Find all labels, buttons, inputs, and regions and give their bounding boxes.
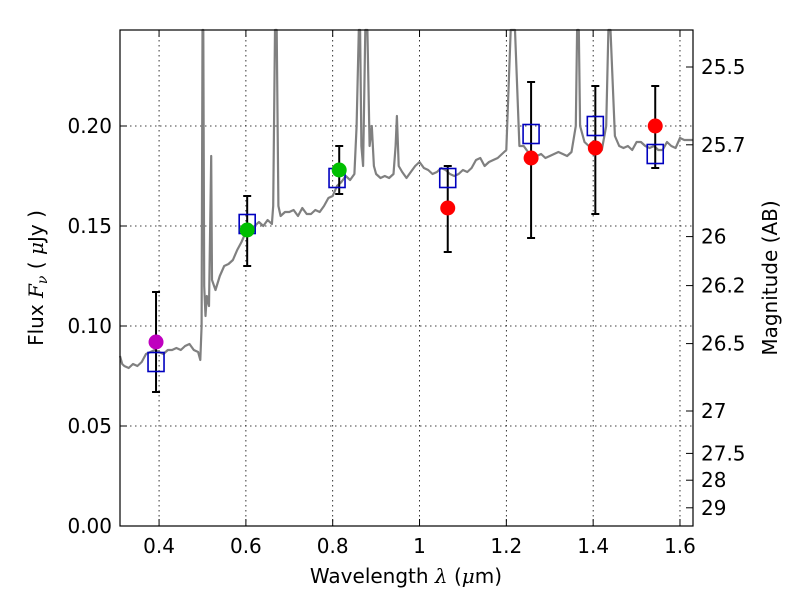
right-tick-label: 26: [701, 225, 726, 249]
right-tick-label: 28: [701, 468, 726, 492]
y-tick-label: 0.10: [67, 314, 112, 338]
y-tick-label: 0.05: [67, 414, 112, 438]
observed-photometry-points: [148, 118, 663, 350]
x-tick-label: 1.2: [490, 534, 522, 558]
y-axis-label: Flux Fν ( μJy ): [24, 210, 51, 346]
model-photometry-points: [147, 115, 665, 373]
x-tick-label: 0.4: [143, 534, 175, 558]
model-photometry-point: [522, 123, 540, 145]
observed-point: [647, 118, 663, 134]
y-tick-label: 0.15: [67, 214, 112, 238]
right-tick-label: 25.7: [701, 133, 746, 157]
x-axis-label: Wavelength λ (μm): [310, 564, 502, 588]
x-tick-label: 1.6: [664, 534, 696, 558]
observed-point: [523, 150, 539, 166]
right-tick-label: 27.5: [701, 441, 746, 465]
right-axis-ticks: 25.5 25.7 26 26.2 26.5 27 27.5 28 29: [686, 55, 746, 520]
y-tick-label: 0.20: [67, 114, 112, 138]
right-tick-label: 27: [701, 399, 726, 423]
model-photometry-point: [646, 143, 665, 165]
right-tick-label: 26.2: [701, 274, 746, 298]
x-axis-ticks: 0.4 0.6 0.8 1 1.2 1.4 1.6: [143, 30, 696, 558]
x-tick-label: 1: [413, 534, 426, 558]
observed-point: [440, 200, 456, 216]
x-tick-label: 0.6: [230, 534, 262, 558]
x-tick-label: 0.8: [317, 534, 349, 558]
y-axis-ticks: 0.00 0.05 0.10 0.15 0.20: [67, 114, 127, 538]
observed-point: [587, 140, 603, 156]
model-photometry-point: [438, 167, 457, 189]
observed-point: [148, 334, 164, 350]
model-photometry-point: [147, 351, 165, 373]
error-bars: [152, 81, 660, 393]
right-tick-label: 25.5: [701, 55, 746, 79]
x-tick-label: 1.4: [577, 534, 609, 558]
right-tick-label: 26.5: [701, 332, 746, 356]
right-tick-label: 29: [701, 496, 726, 520]
observed-point: [239, 222, 255, 238]
plot-frame: [119, 29, 694, 527]
model-photometry-point: [586, 115, 605, 137]
y-tick-label: 0.00: [67, 514, 112, 538]
observed-point: [331, 162, 347, 178]
model-spectrum-line: [118, 28, 693, 370]
right-axis-label: Magnitude (AB): [758, 200, 782, 355]
